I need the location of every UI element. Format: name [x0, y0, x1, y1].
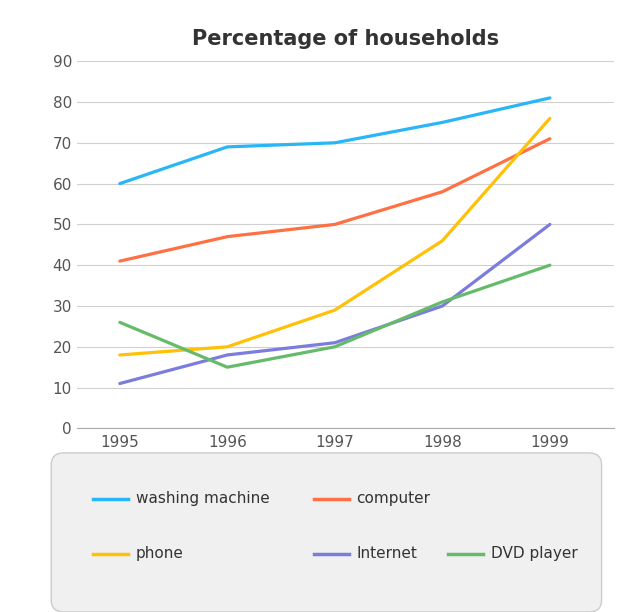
Text: Internet: Internet	[356, 547, 417, 561]
Text: phone: phone	[136, 547, 184, 561]
Text: DVD player: DVD player	[491, 547, 578, 561]
Text: washing machine: washing machine	[136, 491, 269, 506]
Text: computer: computer	[356, 491, 431, 506]
Title: Percentage of households: Percentage of households	[192, 29, 499, 48]
